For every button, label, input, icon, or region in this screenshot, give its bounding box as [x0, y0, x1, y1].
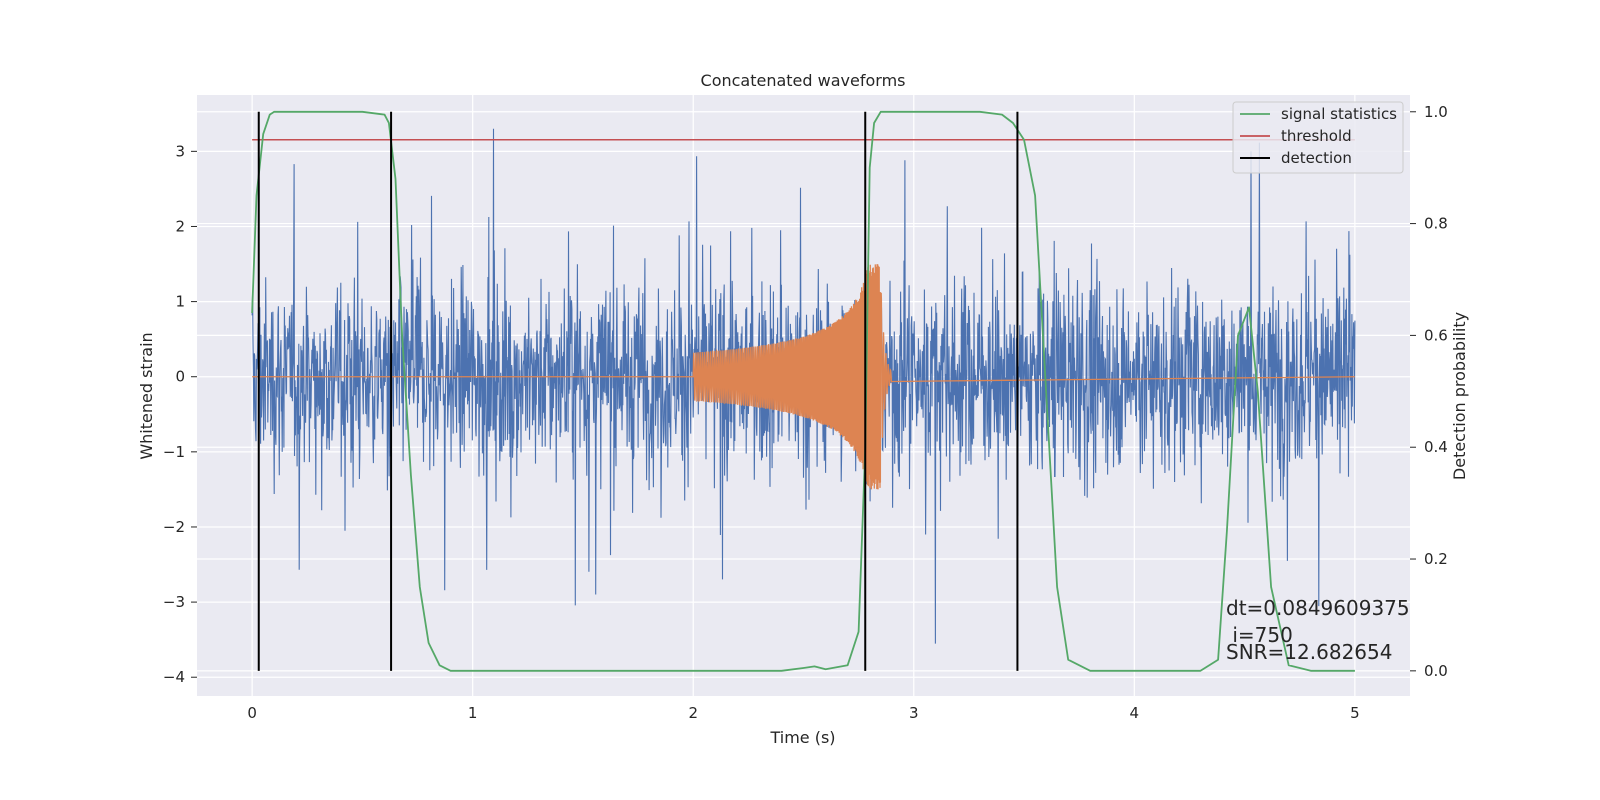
y-tick-label: −2	[163, 518, 185, 536]
x-axis: 0 1 2 3 4 5	[247, 704, 1359, 722]
template-trace	[252, 264, 1355, 490]
y2-axis-label: Detection probability	[1450, 312, 1469, 480]
y2-tick-label: 0.2	[1424, 550, 1448, 568]
y2-tick-label: 0.8	[1424, 215, 1448, 233]
y-tick-label: 1	[175, 293, 185, 311]
annotation-i: i=750	[1226, 623, 1293, 647]
signal-statistics-line	[251, 110, 1355, 672]
legend-label-detection: detection	[1281, 149, 1352, 167]
annotation-snr: SNR=12.682654	[1226, 640, 1392, 664]
y-axis-right: 0.0 0.2 0.4 0.6 0.8 1.0	[1410, 103, 1448, 680]
y-tick-label: 3	[175, 142, 185, 160]
y-tick-label: 2	[175, 217, 185, 235]
x-tick-label: 2	[688, 704, 698, 722]
legend-label-signal-statistics: signal statistics	[1281, 105, 1397, 123]
x-axis-label: Time (s)	[769, 728, 835, 747]
strain-trace	[251, 128, 1356, 644]
y2-tick-label: 0.4	[1424, 438, 1448, 456]
x-tick-label: 0	[247, 704, 257, 722]
data-layer	[251, 110, 1356, 672]
y2-tick-label: 0.6	[1424, 326, 1448, 344]
chart-title: Concatenated waveforms	[701, 71, 906, 90]
y2-tick-label: 1.0	[1424, 103, 1448, 121]
legend: signal statistics threshold detection	[1232, 101, 1404, 174]
y-tick-label: 0	[175, 368, 185, 386]
y-axis-left: −4 −3 −2 −1 0 1 2 3	[163, 142, 197, 686]
y-tick-label: −1	[163, 443, 185, 461]
y-tick-label: −4	[163, 668, 185, 686]
y2-tick-label: 0.0	[1424, 662, 1448, 680]
legend-box	[1232, 101, 1404, 174]
legend-label-threshold: threshold	[1281, 127, 1352, 145]
x-tick-label: 5	[1350, 704, 1360, 722]
x-tick-label: 3	[909, 704, 919, 722]
x-tick-label: 1	[468, 704, 478, 722]
y-tick-label: −3	[163, 593, 185, 611]
y-axis-label: Whitened strain	[137, 332, 156, 459]
x-tick-label: 4	[1130, 704, 1140, 722]
annotation-dt: dt=0.0849609375	[1226, 596, 1410, 620]
